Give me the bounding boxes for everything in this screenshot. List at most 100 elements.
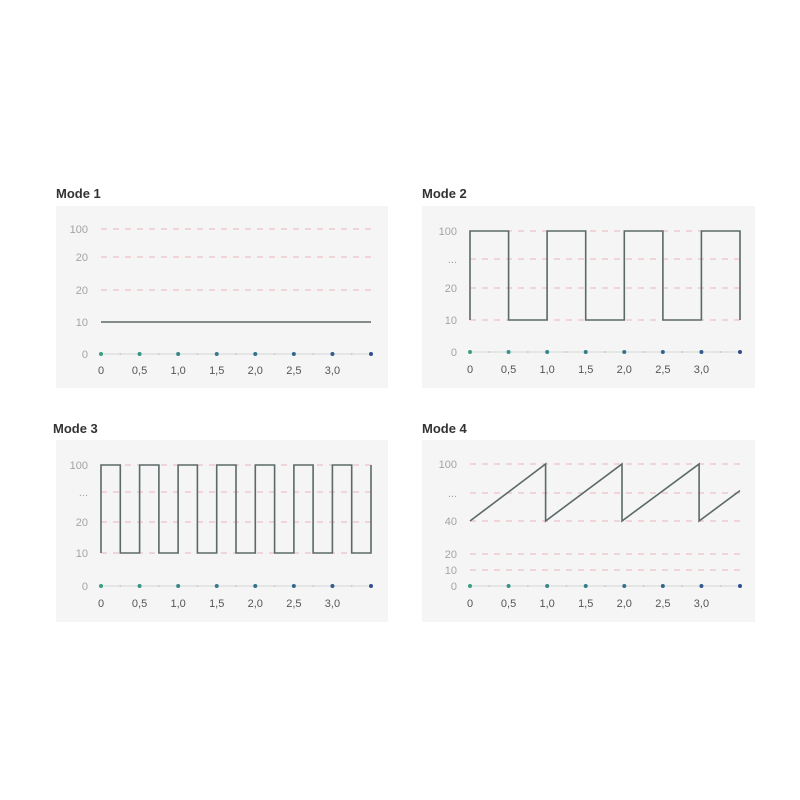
chart-title: Mode 4 <box>422 421 468 436</box>
x-axis-dot <box>738 584 742 588</box>
y-tick-label: 100 <box>439 459 457 471</box>
x-tick-label: 2,0 <box>248 365 263 377</box>
x-minor-tick <box>681 585 684 587</box>
y-tick-label: 40 <box>445 516 457 528</box>
y-tick-label: ... <box>448 254 457 266</box>
x-tick-label: 0,5 <box>501 598 516 610</box>
series-line <box>100 464 372 554</box>
x-axis-dot <box>468 350 472 354</box>
x-minor-tick <box>488 351 491 353</box>
x-minor-tick <box>235 353 237 355</box>
x-tick-label: 0,5 <box>132 365 147 377</box>
x-tick-label: 0,5 <box>132 598 147 610</box>
x-tick-label: 1,0 <box>170 598 185 610</box>
x-minor-tick <box>565 585 568 587</box>
x-axis-dot <box>506 584 511 588</box>
x-tick-label: 3,0 <box>325 598 340 610</box>
x-axis-dot <box>137 584 142 588</box>
x-minor-tick <box>157 585 160 587</box>
chart-title: Mode 1 <box>56 186 101 201</box>
x-axis-dot <box>622 584 627 588</box>
x-axis-dot <box>253 584 258 588</box>
x-tick-label: 0 <box>98 365 104 377</box>
x-axis-dot <box>506 350 511 354</box>
x-tick-label: 1,5 <box>578 598 593 610</box>
x-tick-label: 3,0 <box>694 598 709 610</box>
x-minor-tick <box>119 353 122 355</box>
x-axis-dot <box>99 584 103 588</box>
y-tick-label: 100 <box>70 224 88 236</box>
y-tick-label: 20 <box>76 252 88 264</box>
y-tick-label: 10 <box>445 565 457 577</box>
x-axis-dot <box>330 352 335 356</box>
y-tick-label: 10 <box>76 548 88 560</box>
x-axis-dot <box>137 352 142 356</box>
y-tick-label: 100 <box>439 226 457 238</box>
x-minor-tick <box>312 585 315 587</box>
x-minor-tick <box>235 585 237 587</box>
y-tick-label: 10 <box>445 315 457 327</box>
x-tick-label: 1,5 <box>578 364 593 376</box>
x-minor-tick <box>488 585 491 587</box>
x-minor-tick <box>312 353 315 355</box>
y-tick-label: 20 <box>76 285 88 297</box>
x-axis-dot <box>176 584 181 588</box>
x-minor-tick <box>526 351 529 353</box>
x-axis-dot <box>214 352 219 356</box>
x-minor-tick <box>196 353 199 355</box>
x-minor-tick <box>350 585 353 587</box>
x-axis-dot <box>99 352 103 356</box>
y-tick-label: ... <box>79 487 88 499</box>
x-tick-label: 2,0 <box>617 598 632 610</box>
x-minor-tick <box>604 585 606 587</box>
x-tick-label: 2,5 <box>286 598 301 610</box>
y-tick-label: 20 <box>445 283 457 295</box>
x-axis-dot <box>622 350 627 354</box>
x-minor-tick <box>604 351 606 353</box>
x-minor-tick <box>273 585 276 587</box>
x-minor-tick <box>565 351 568 353</box>
y-tick-label: 100 <box>70 460 88 472</box>
x-minor-tick <box>273 353 276 355</box>
x-axis-dot <box>699 350 704 354</box>
x-axis-dot <box>583 350 588 354</box>
y-tick-label: 0 <box>451 347 457 359</box>
y-tick-label: 10 <box>76 317 88 329</box>
x-minor-tick <box>350 353 353 355</box>
x-minor-tick <box>681 351 684 353</box>
x-axis-dot <box>214 584 219 588</box>
x-axis-dot <box>176 352 181 356</box>
x-axis-dot <box>738 350 742 354</box>
x-tick-label: 0 <box>467 364 473 376</box>
x-tick-label: 1,5 <box>209 598 224 610</box>
x-tick-label: 0 <box>467 598 473 610</box>
x-axis-dot <box>291 352 296 356</box>
panel-background <box>422 440 755 622</box>
x-minor-tick <box>642 585 645 587</box>
x-minor-tick <box>719 351 722 353</box>
x-axis-dot <box>660 350 665 354</box>
panel-background <box>56 206 388 388</box>
x-minor-tick <box>526 585 529 587</box>
x-axis-dot <box>583 584 588 588</box>
x-tick-label: 2,0 <box>248 598 263 610</box>
y-tick-label: 0 <box>82 349 88 361</box>
x-axis-dot <box>545 584 550 588</box>
x-axis-dot <box>660 584 665 588</box>
x-axis-dot <box>330 584 335 588</box>
x-tick-label: 3,0 <box>694 364 709 376</box>
x-tick-label: 1,0 <box>170 365 185 377</box>
x-axis-dot <box>369 352 373 356</box>
x-axis-dot <box>369 584 373 588</box>
y-tick-label: 20 <box>445 549 457 561</box>
panel-background <box>422 206 755 388</box>
x-axis-dot <box>253 352 258 356</box>
x-tick-label: 1,5 <box>209 365 224 377</box>
chart-title: Mode 2 <box>422 186 467 201</box>
x-minor-tick <box>719 585 722 587</box>
